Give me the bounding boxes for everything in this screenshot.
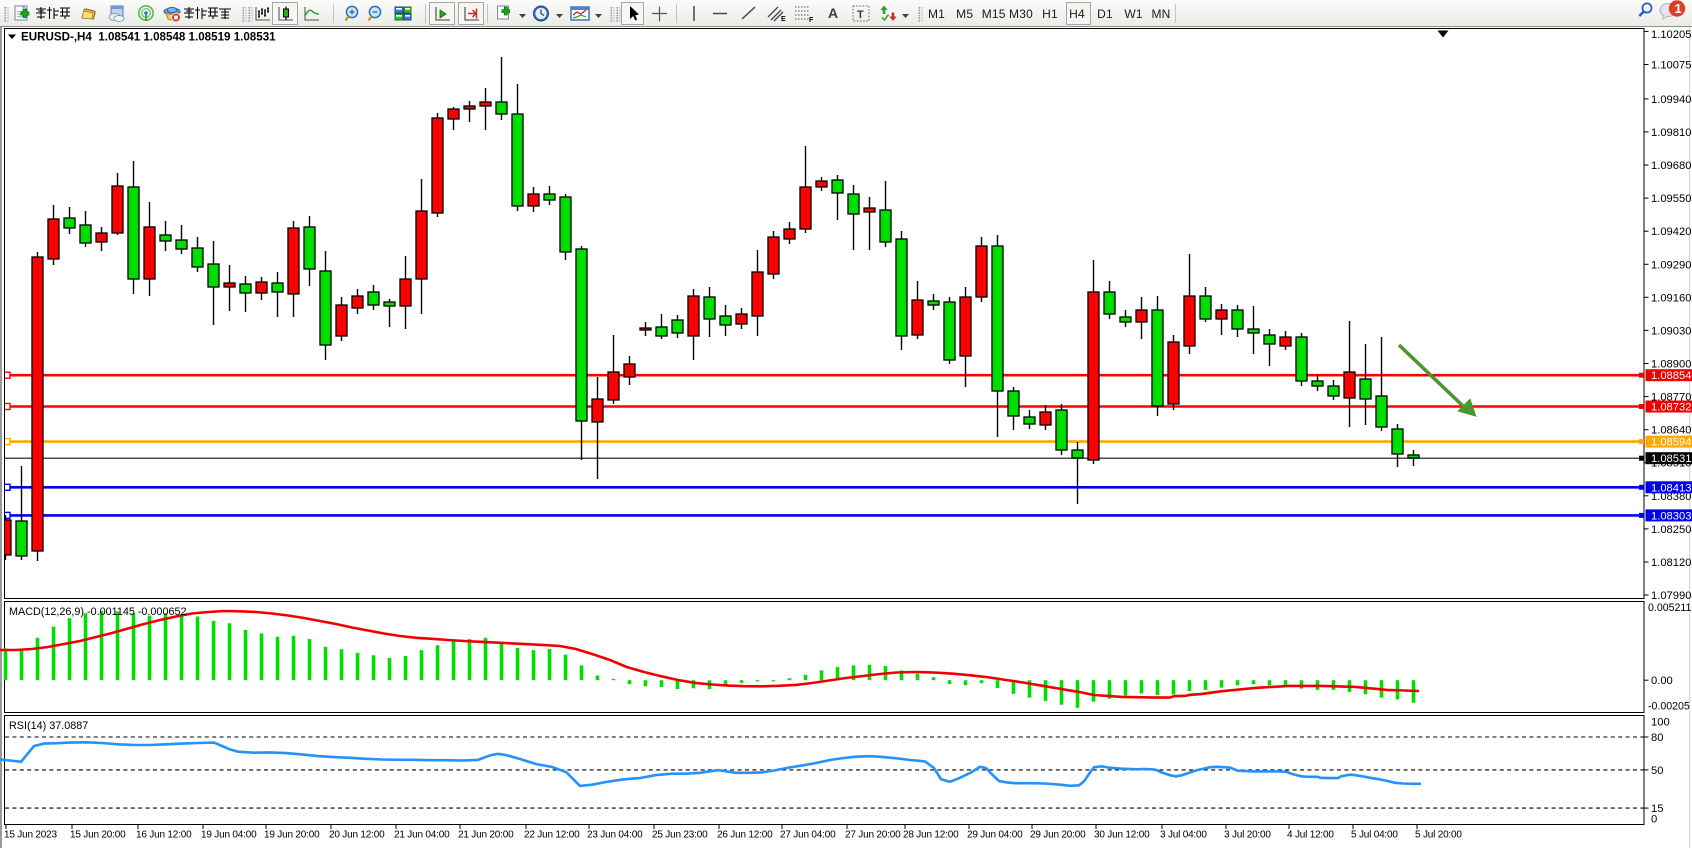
svg-text:29 Jun 20:00: 29 Jun 20:00 [1030,830,1086,841]
svg-text:1.09290: 1.09290 [1651,259,1691,271]
svg-text:1.08250: 1.08250 [1651,524,1691,536]
svg-text:80: 80 [1651,732,1663,744]
svg-text:50: 50 [1651,765,1663,777]
svg-text:1.09680: 1.09680 [1651,160,1691,172]
svg-text:15: 15 [1651,803,1663,815]
svg-text:1.08531: 1.08531 [1651,453,1691,465]
svg-text:5 Jul 04:00: 5 Jul 04:00 [1351,830,1398,841]
svg-text:1.09810: 1.09810 [1651,127,1691,139]
svg-text:EURUSD-,H4 1.08541 1.08548 1.: EURUSD-,H4 1.08541 1.08548 1.08519 1.085… [21,31,276,44]
svg-text:1.08640: 1.08640 [1651,425,1691,437]
svg-text:1.08900: 1.08900 [1651,359,1691,371]
svg-text:30 Jun 12:00: 30 Jun 12:00 [1094,830,1150,841]
svg-text:22 Jun 12:00: 22 Jun 12:00 [524,830,580,841]
svg-text:19 Jun 04:00: 19 Jun 04:00 [201,830,257,841]
svg-text:4 Jul 12:00: 4 Jul 12:00 [1287,830,1334,841]
svg-text:19 Jun 20:00: 19 Jun 20:00 [264,830,320,841]
svg-text:27 Jun 20:00: 27 Jun 20:00 [845,830,901,841]
svg-text:1.08732: 1.08732 [1651,402,1691,414]
svg-text:5 Jul 20:00: 5 Jul 20:00 [1415,830,1462,841]
svg-text:23 Jun 04:00: 23 Jun 04:00 [587,830,643,841]
svg-text:1.08594: 1.08594 [1651,437,1691,449]
svg-text:27 Jun 04:00: 27 Jun 04:00 [780,830,836,841]
svg-text:0.005211: 0.005211 [1648,602,1692,614]
svg-text:1.09420: 1.09420 [1651,226,1691,238]
svg-text:T: T [857,9,864,21]
svg-text:15 Jun 2023: 15 Jun 2023 [4,830,57,841]
svg-text:1.08380: 1.08380 [1651,491,1691,503]
svg-text:1.08413: 1.08413 [1651,482,1691,494]
svg-text:29 Jun 04:00: 29 Jun 04:00 [967,830,1023,841]
svg-text:1.08854: 1.08854 [1651,370,1691,382]
svg-text:26 Jun 12:00: 26 Jun 12:00 [717,830,773,841]
svg-text:28 Jun 12:00: 28 Jun 12:00 [903,830,959,841]
svg-text:F: F [809,17,814,22]
svg-text:1.10075: 1.10075 [1651,60,1691,72]
svg-text:16 Jun 12:00: 16 Jun 12:00 [136,830,192,841]
svg-text:0.00: 0.00 [1651,675,1673,687]
svg-text:3 Jul 04:00: 3 Jul 04:00 [1160,830,1207,841]
svg-text:1.09030: 1.09030 [1651,325,1691,337]
svg-text:15 Jun 20:00: 15 Jun 20:00 [70,830,126,841]
svg-text:21 Jun 20:00: 21 Jun 20:00 [458,830,514,841]
svg-text:1.09940: 1.09940 [1651,94,1691,106]
svg-text:100: 100 [1651,716,1670,728]
svg-text:-0.00205: -0.00205 [1648,701,1690,713]
svg-text:RSI(14) 37.0887: RSI(14) 37.0887 [9,720,88,732]
svg-text:1.10205: 1.10205 [1651,29,1691,41]
svg-text:1.08120: 1.08120 [1651,557,1691,569]
svg-text:MACD(12,26,9) -0.001145 -0.000: MACD(12,26,9) -0.001145 -0.000652 [9,606,186,618]
svg-text:3 Jul 20:00: 3 Jul 20:00 [1224,830,1271,841]
svg-text:1.08303: 1.08303 [1651,510,1691,522]
svg-text:25 Jun 23:00: 25 Jun 23:00 [652,830,708,841]
svg-text:20 Jun 12:00: 20 Jun 12:00 [329,830,385,841]
svg-text:1: 1 [1675,1,1682,16]
svg-text:21 Jun 04:00: 21 Jun 04:00 [394,830,450,841]
svg-text:1.07990: 1.07990 [1651,590,1691,602]
svg-text:0: 0 [1651,814,1657,826]
svg-text:E: E [781,16,786,22]
svg-text:1.09550: 1.09550 [1651,193,1691,205]
svg-text:1.09160: 1.09160 [1651,292,1691,304]
